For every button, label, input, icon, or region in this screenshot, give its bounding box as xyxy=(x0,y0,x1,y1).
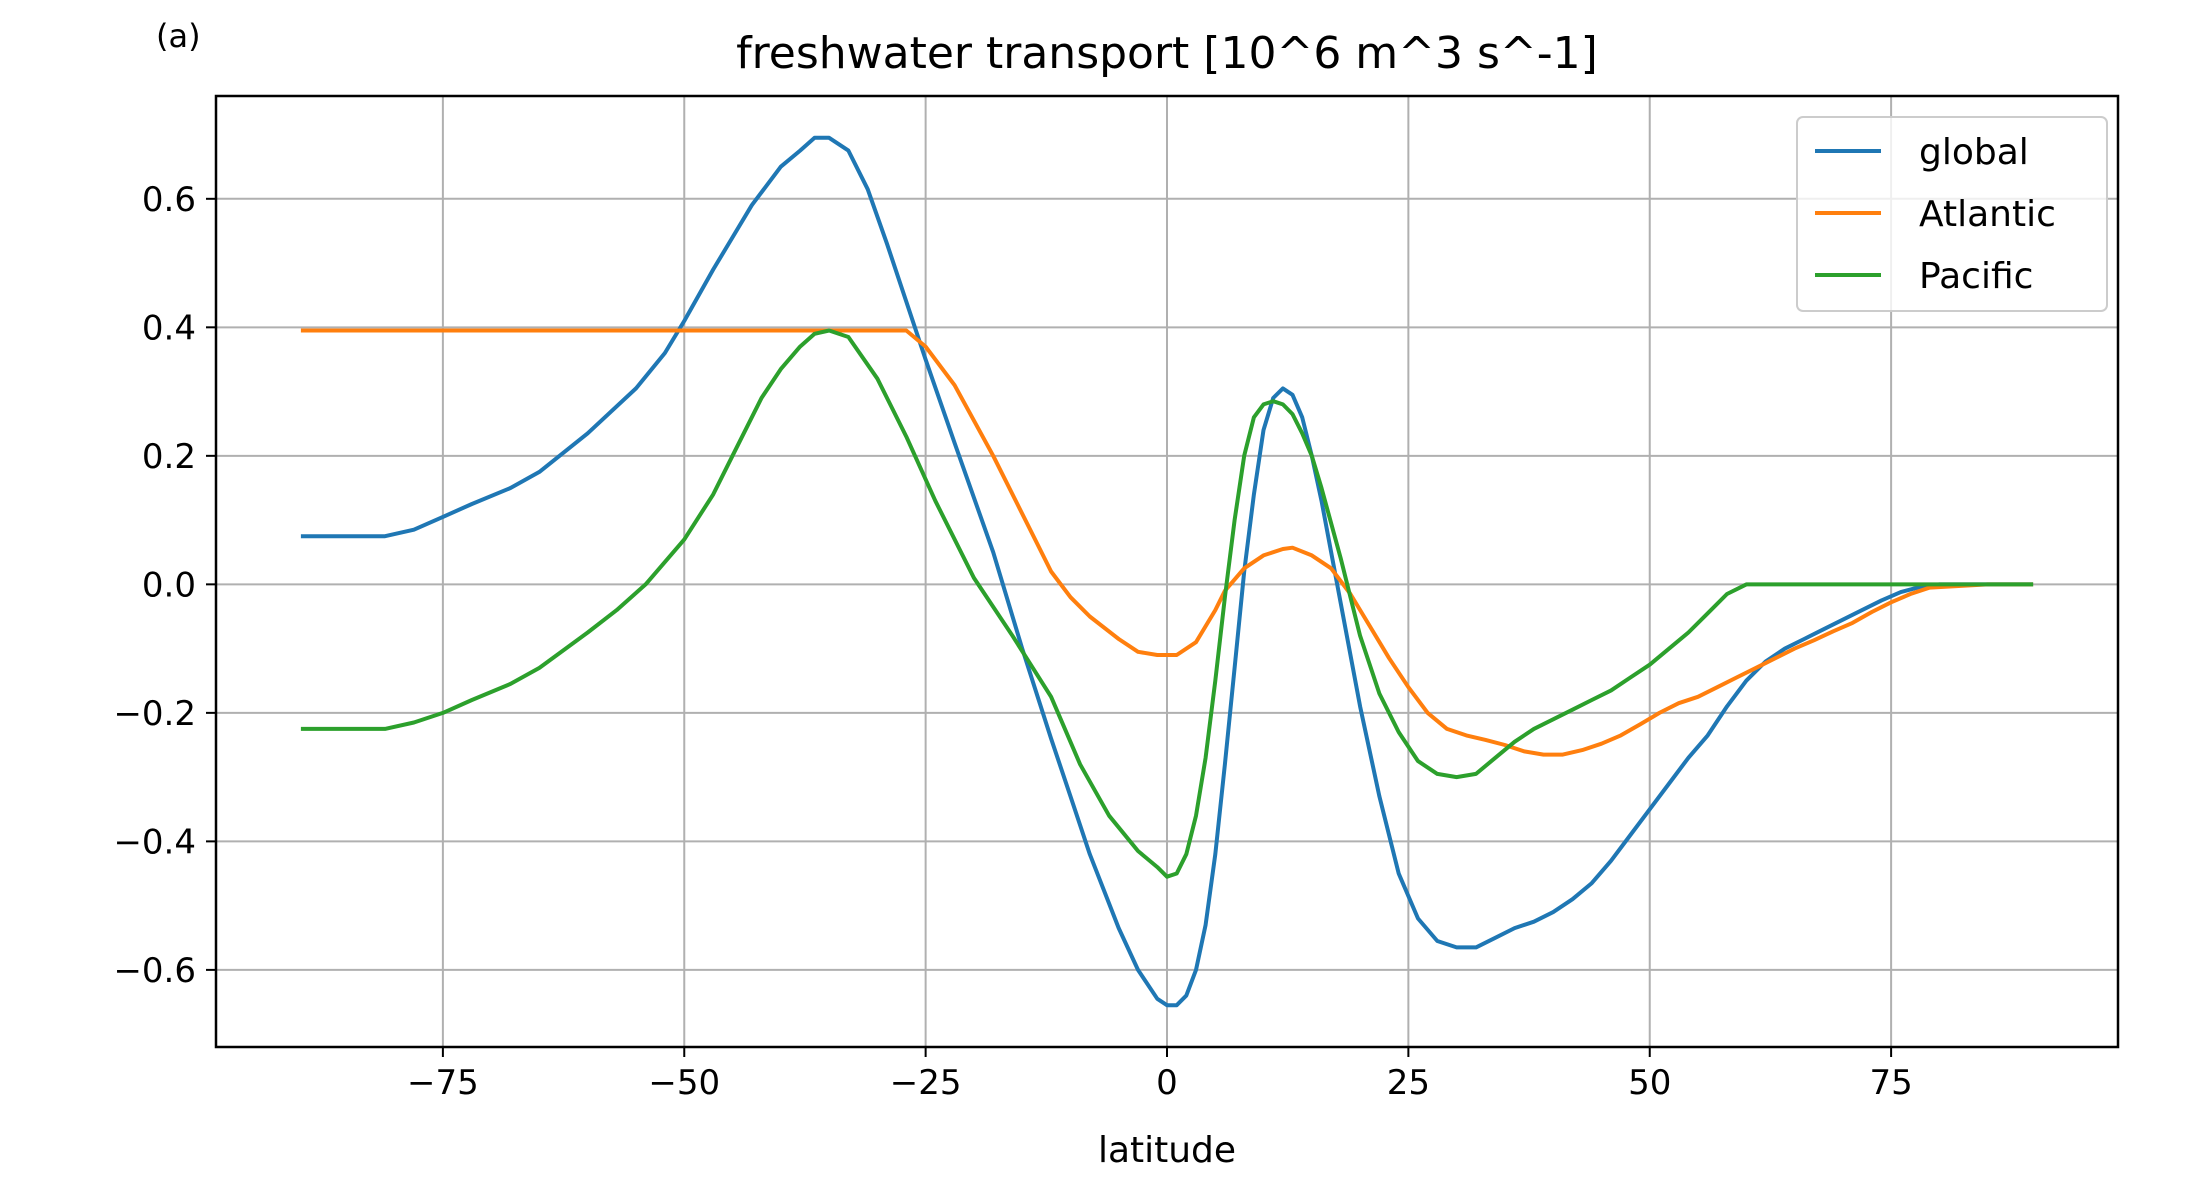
y-tick-label: −0.6 xyxy=(113,951,196,991)
series-layer xyxy=(300,135,2034,1008)
x-tick-label: −75 xyxy=(407,1063,479,1103)
series-line-global xyxy=(300,135,2034,1008)
series-line-atlantic xyxy=(300,328,2034,757)
legend: global Atlantic Pacific xyxy=(1796,116,2108,312)
y-tick-label: 0.2 xyxy=(142,437,196,477)
chart-title: freshwater transport [10^6 m^3 s^-1] xyxy=(736,28,1598,79)
legend-label-atlantic: Atlantic xyxy=(1919,194,2056,235)
panel-label: (a) xyxy=(156,17,201,55)
y-tick-label: 0.0 xyxy=(142,565,196,605)
x-tick-label: 0 xyxy=(1156,1063,1178,1103)
x-tick-label: −50 xyxy=(648,1063,720,1103)
series-line-pacific xyxy=(300,328,2034,879)
y-tick-label: −0.2 xyxy=(113,694,196,734)
y-tick-label: 0.4 xyxy=(142,308,196,348)
ticks: −75 −50 −25 0 25 50 75 −0.6 −0.4 −0.2 0.0 0.2 0.4 0.6 xyxy=(113,180,1912,1103)
legend-label-pacific: Pacific xyxy=(1919,256,2033,297)
y-tick-label: 0.6 xyxy=(142,180,196,220)
x-tick-label: 75 xyxy=(1869,1063,1912,1103)
x-tick-label: 50 xyxy=(1628,1063,1671,1103)
x-axis-label: latitude xyxy=(1098,1130,1236,1171)
legend-box xyxy=(1796,116,2108,312)
x-tick-label: 25 xyxy=(1387,1063,1430,1103)
legend-label-global: global xyxy=(1919,132,2029,173)
y-tick-label: −0.4 xyxy=(113,822,196,862)
x-tick-label: −25 xyxy=(890,1063,962,1103)
